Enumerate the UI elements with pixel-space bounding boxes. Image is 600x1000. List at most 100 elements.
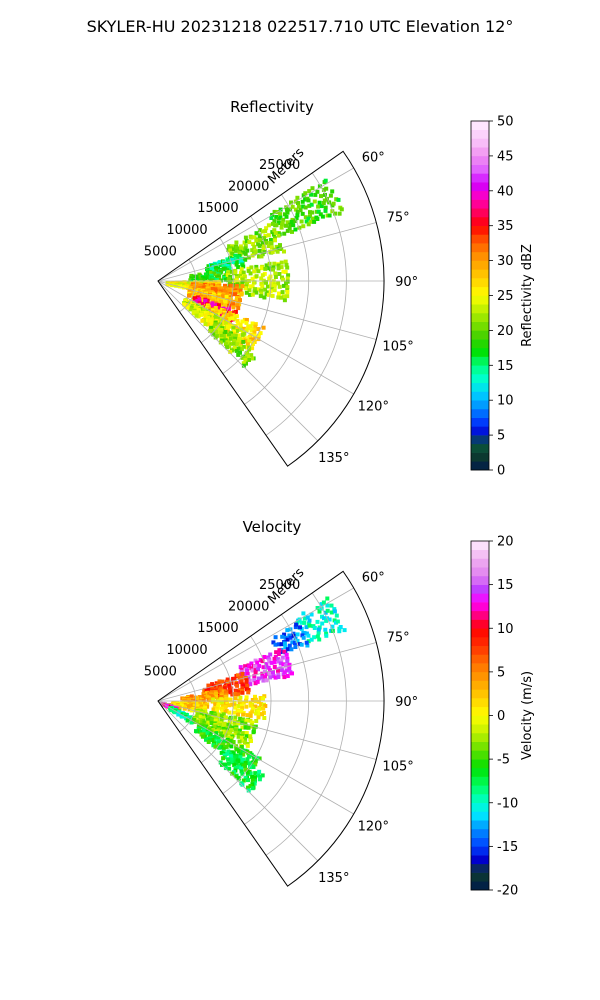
reflectivity-range-tick-label: 15000: [197, 201, 238, 216]
reflectivity-colorbar-tick-label: 0: [497, 464, 505, 479]
reflectivity-colorbar-segment: [471, 356, 489, 366]
velocity-colorbar-segment: [471, 767, 489, 777]
reflectivity-theta-tick-label: 60°: [362, 151, 385, 166]
velocity-colorbar-segment: [471, 628, 489, 638]
reflectivity-theta-tick-label: 105°: [382, 339, 413, 354]
reflectivity-colorbar-segment: [471, 138, 489, 148]
velocity-colorbar-segment: [471, 575, 489, 585]
velocity-colorbar-segment: [471, 828, 489, 838]
reflectivity-azimuth-gridline: [157, 167, 354, 282]
velocity-colorbar-segment: [471, 724, 489, 734]
reflectivity-colorbar-segment: [471, 182, 489, 192]
velocity-echo-region: [211, 694, 268, 720]
reflectivity-colorbar-segment: [471, 278, 489, 288]
reflectivity-colorbar-tick-label: 30: [497, 254, 514, 269]
velocity-azimuth-gridline: [157, 587, 354, 702]
reflectivity-colorbar-segment: [471, 374, 489, 384]
reflectivity-range-ring: [265, 172, 347, 436]
velocity-colorbar-tick-label: 0: [497, 709, 505, 724]
velocity-theta-tick-label: 105°: [382, 759, 413, 774]
velocity-colorbar-tick-label: 10: [497, 622, 514, 637]
reflectivity-colorbar-segment: [471, 199, 489, 209]
velocity-panel-title: Velocity: [243, 518, 302, 536]
velocity-theta-tick-label: 90°: [395, 695, 418, 710]
velocity-colorbar-segment: [471, 715, 489, 725]
reflectivity-theta-tick-label: 90°: [395, 275, 418, 290]
reflectivity-colorbar-tick-label: 45: [497, 149, 514, 164]
reflectivity-colorbar-segment: [471, 365, 489, 375]
velocity-colorbar-label: Velocity (m/s): [520, 671, 535, 760]
reflectivity-colorbar-segment: [471, 417, 489, 427]
reflectivity-theta-tick-label: 120°: [358, 399, 389, 414]
reflectivity-colorbar-segment: [471, 155, 489, 165]
reflectivity-colorbar-segment: [471, 208, 489, 218]
velocity-colorbar-segment: [471, 654, 489, 664]
velocity-echo-region: [218, 751, 265, 793]
velocity-colorbar-segment: [471, 671, 489, 681]
reflectivity-colorbar-segment: [471, 382, 489, 392]
reflectivity-colorbar: 0 5 10 15 20 25 30 35 40 45 50 Reflectivity dBZ: [470, 115, 535, 479]
velocity-colorbar-segment: [471, 759, 489, 769]
velocity-echo-region: [295, 596, 347, 648]
velocity-colorbar-segment: [471, 698, 489, 708]
reflectivity-sector-frame: [157, 150, 385, 467]
reflectivity-range-tick-label: 20000: [228, 180, 269, 195]
velocity-colorbar-segment: [471, 636, 489, 647]
velocity-range-tick-label: 10000: [166, 643, 207, 658]
velocity-colorbar-segment: [471, 881, 489, 891]
reflectivity-colorbar-segment: [471, 426, 489, 436]
reflectivity-colorbar-tick-label: 10: [497, 394, 514, 409]
velocity-colorbar-segment: [471, 846, 489, 856]
reflectivity-colorbar-segment: [471, 312, 489, 322]
reflectivity-colorbar-segment: [471, 234, 489, 244]
velocity-range-ring: [244, 614, 310, 825]
reflectivity-colorbar-tick-label: 40: [497, 184, 514, 199]
velocity-colorbar-segment: [471, 855, 489, 865]
reflectivity-colorbar-segment: [471, 216, 489, 226]
velocity-colorbar-segment: [471, 837, 489, 847]
reflectivity-colorbar-tick-label: 15: [497, 359, 514, 374]
velocity-range-ring: [200, 657, 234, 764]
reflectivity-colorbar-segment: [471, 321, 489, 331]
velocity-range-tick-label: 25000: [259, 578, 300, 593]
velocity-colorbar-segment: [471, 689, 489, 699]
reflectivity-range-tick-label: 10000: [166, 223, 207, 238]
reflectivity-range-tick-label: 5000: [144, 244, 177, 259]
reflectivity-colorbar-segment: [471, 408, 489, 418]
reflectivity-colorbar-segment: [471, 304, 489, 314]
velocity-sector-frame: [157, 570, 385, 887]
velocity-colorbar-segment: [471, 732, 489, 742]
reflectivity-panel: 60° 75° 90° 105° 120° 135° 5000 10000 15000 20000…: [144, 98, 535, 479]
reflectivity-colorbar-tick-label: 50: [497, 115, 514, 130]
velocity-colorbar-segment: [471, 820, 489, 830]
reflectivity-echo-region: [208, 320, 256, 368]
velocity-range-tick-label: 15000: [197, 621, 238, 636]
velocity-colorbar-segment: [471, 541, 489, 551]
velocity-echo-region: [194, 723, 262, 776]
velocity-colorbar-segment: [471, 811, 489, 821]
velocity-colorbar-segment: [471, 802, 489, 812]
velocity-colorbar-segment: [471, 794, 489, 804]
velocity-colorbar-tick-label: 5: [497, 665, 505, 680]
figure-title: SKYLER-HU 20231218 022517.710 UTC Elevat…: [87, 17, 514, 36]
reflectivity-colorbar-segment: [471, 339, 489, 349]
velocity-theta-tick-label: 135°: [318, 871, 349, 886]
reflectivity-theta-tick-label: 75°: [387, 211, 410, 226]
reflectivity-colorbar-segment: [471, 391, 489, 401]
reflectivity-azimuth-gridline: [157, 280, 354, 395]
reflectivity-azimuth-gridline: [157, 280, 319, 442]
velocity-azimuth-gridline: [157, 700, 319, 862]
velocity-colorbar-segment: [471, 776, 489, 786]
reflectivity-colorbar-segment: [471, 400, 489, 410]
velocity-colorbar-segment: [471, 680, 489, 690]
velocity-colorbar-segment: [471, 567, 489, 577]
velocity-colorbar-tick-label: 20: [497, 535, 514, 550]
velocity-colorbar-tick-label: -20: [497, 884, 518, 899]
reflectivity-colorbar-segment: [471, 164, 489, 174]
reflectivity-range-ring: [200, 237, 234, 344]
reflectivity-colorbar-segment: [471, 129, 489, 139]
reflectivity-azimuth-gridline: [157, 280, 377, 340]
velocity-colorbar-segment: [471, 872, 489, 882]
velocity-colorbar-tick-label: -5: [497, 753, 510, 768]
